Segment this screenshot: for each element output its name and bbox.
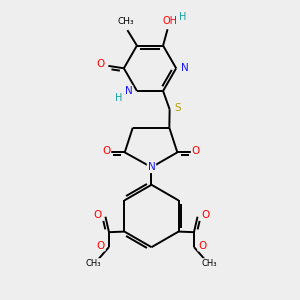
Text: S: S	[175, 103, 181, 113]
Text: CH₃: CH₃	[86, 259, 101, 268]
Text: O: O	[97, 241, 105, 250]
Text: CH₃: CH₃	[118, 17, 134, 26]
Text: OH: OH	[162, 16, 177, 26]
Text: O: O	[198, 241, 206, 250]
Text: O: O	[96, 59, 104, 69]
Text: N: N	[125, 86, 133, 96]
Text: N: N	[148, 162, 155, 172]
Text: H: H	[116, 93, 123, 103]
Text: O: O	[102, 146, 110, 156]
Text: O: O	[93, 210, 101, 220]
Text: O: O	[202, 210, 210, 220]
Text: O: O	[192, 146, 200, 156]
Text: H: H	[179, 12, 187, 22]
Text: N: N	[181, 63, 188, 73]
Text: CH₃: CH₃	[202, 259, 217, 268]
